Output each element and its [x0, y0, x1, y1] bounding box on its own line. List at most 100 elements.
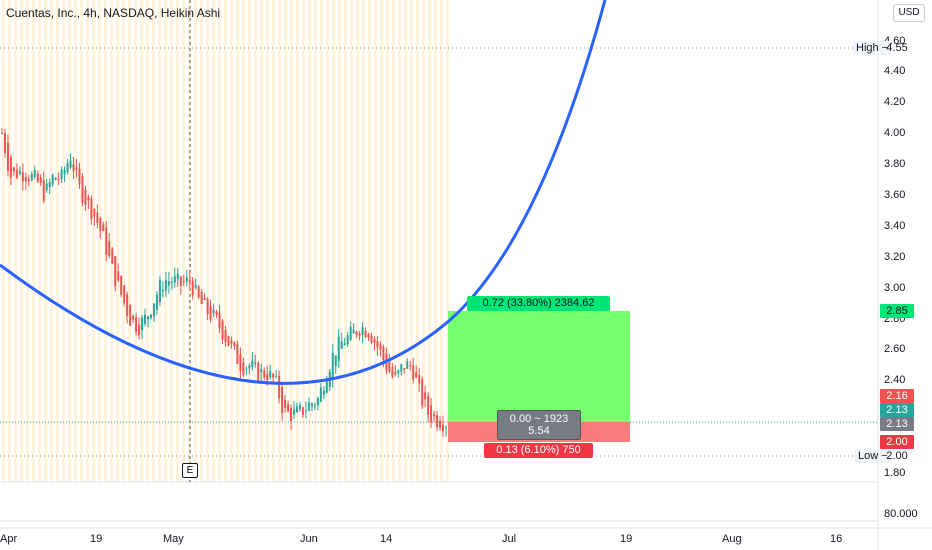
candle-body — [221, 320, 224, 340]
candle-body — [209, 306, 212, 320]
candle-body — [352, 329, 355, 334]
session-stripe — [146, 0, 149, 482]
candle-body — [203, 297, 206, 300]
y-tick: 1.80 — [884, 467, 906, 479]
candle-body — [42, 180, 45, 202]
session-stripe — [218, 0, 221, 482]
y-tick: 3.80 — [884, 158, 906, 170]
candle-body — [54, 177, 57, 180]
session-stripe — [308, 0, 311, 482]
candle-body — [296, 406, 299, 413]
candle-body — [206, 298, 209, 314]
y-tick: 3.60 — [884, 189, 906, 201]
session-stripe — [80, 0, 83, 482]
candle-body — [75, 167, 78, 170]
candle-body — [81, 176, 84, 203]
candle-body — [63, 170, 66, 175]
session-stripe — [116, 0, 119, 482]
candle-body — [191, 280, 194, 296]
candle-body — [102, 224, 105, 232]
session-stripe — [56, 0, 59, 482]
session-stripe — [158, 0, 161, 482]
session-stripe — [38, 0, 41, 482]
session-stripe — [440, 0, 443, 482]
low-label: Low − — [855, 449, 891, 463]
candle-body — [48, 182, 51, 188]
profit-zone — [448, 311, 630, 422]
candle-body — [301, 407, 304, 415]
session-stripe — [314, 0, 317, 482]
candle-body — [293, 409, 296, 415]
candle-body — [182, 281, 185, 283]
profit-label[interactable]: 0.72 (33.80%) 2384.62 — [467, 296, 610, 311]
candle-body — [117, 271, 120, 281]
candle-body — [138, 324, 141, 336]
session-stripe — [248, 0, 251, 482]
session-stripe — [128, 0, 131, 482]
candle-body — [96, 212, 99, 223]
candle-body — [129, 305, 132, 326]
candle-body — [239, 354, 242, 372]
session-stripe — [86, 0, 89, 482]
candle-body — [269, 371, 272, 378]
candle-body — [322, 390, 325, 395]
candle-body — [84, 189, 87, 205]
candle-body — [442, 424, 445, 431]
candle-body — [60, 169, 63, 179]
candle-body — [114, 256, 117, 287]
candle-body — [427, 395, 430, 415]
session-stripe — [122, 0, 125, 482]
candle-body — [337, 336, 340, 361]
candle-body — [164, 280, 167, 291]
candle-body — [93, 208, 96, 217]
candle-body — [319, 387, 322, 402]
candle-body — [257, 363, 260, 381]
candle-body — [278, 375, 281, 399]
x-tick: May — [163, 533, 184, 545]
position-center-label[interactable]: 0.00 ~ 1923 5.54 — [497, 410, 581, 440]
candle-body — [430, 405, 433, 423]
candle-body — [141, 317, 144, 330]
y-tick: 4.40 — [884, 65, 906, 77]
session-stripe — [332, 0, 335, 482]
currency-button[interactable]: USD — [893, 4, 925, 22]
candle-body — [412, 365, 415, 380]
candle-body — [248, 365, 251, 369]
session-stripe — [434, 0, 437, 482]
candle-body — [147, 316, 150, 320]
candle-body — [215, 311, 218, 315]
session-stripe — [164, 0, 167, 482]
session-stripe — [398, 0, 401, 482]
session-stripe — [20, 0, 23, 482]
position-qty: 0.00 ~ 1923 — [509, 413, 569, 425]
x-tick: Apr — [0, 533, 18, 545]
candle-body — [30, 173, 33, 181]
session-stripe — [362, 0, 365, 482]
candle-body — [233, 342, 236, 346]
stop-label[interactable]: 0.13 (6.10%) 750 — [484, 443, 593, 458]
session-stripe — [74, 0, 77, 482]
session-stripe — [386, 0, 389, 482]
candle-body — [418, 374, 421, 384]
candle-body — [99, 217, 102, 231]
earnings-marker[interactable]: E — [182, 463, 198, 478]
session-stripe — [338, 0, 341, 482]
candle-body — [179, 276, 182, 286]
candle-body — [394, 371, 397, 375]
session-stripe — [200, 0, 203, 482]
candle-body — [194, 284, 197, 288]
session-stripe — [32, 0, 35, 482]
candle-body — [364, 330, 367, 338]
x-tick: Jun — [300, 533, 318, 545]
candle-body — [367, 333, 370, 338]
candles — [1, 127, 447, 437]
candle-body — [51, 174, 54, 185]
candle-body — [6, 142, 9, 172]
session-stripe — [320, 0, 323, 482]
session-stripe — [392, 0, 395, 482]
session-stripe — [284, 0, 287, 482]
session-stripe — [68, 0, 71, 482]
candle-body — [272, 374, 275, 378]
candle-body — [349, 327, 352, 340]
